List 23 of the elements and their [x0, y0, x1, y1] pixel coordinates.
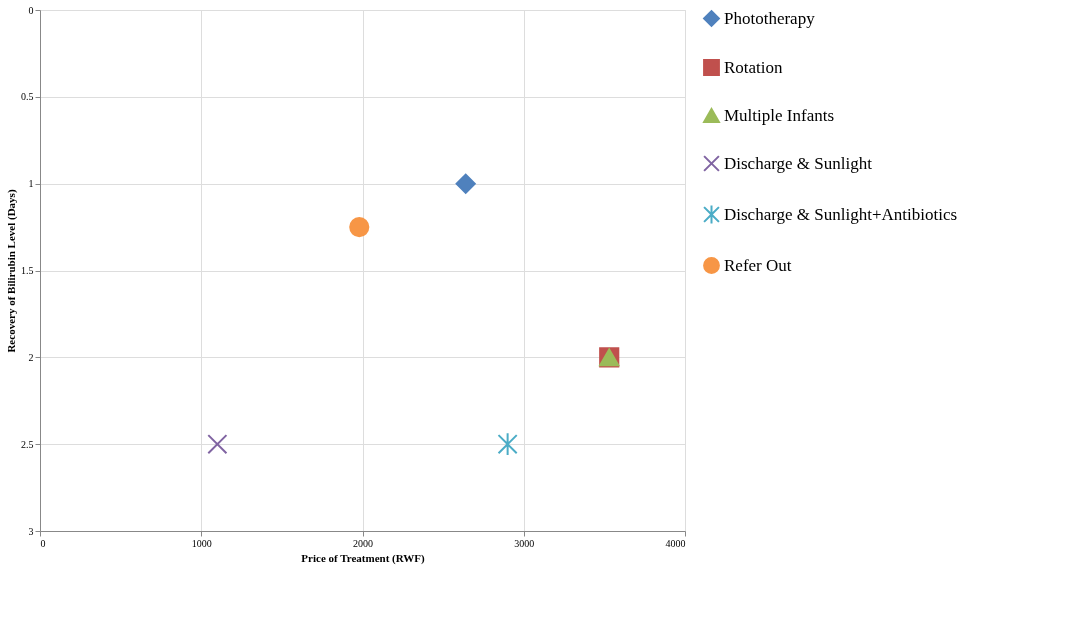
point [207, 434, 228, 455]
legend-label: Multiple Infants [724, 105, 835, 125]
legend-label: Refer Out [724, 255, 792, 275]
legend-label: Discharge & Sunlight [724, 153, 873, 173]
x-tick-label: 4000 [665, 537, 686, 549]
x-tick-label: 0 [40, 537, 46, 549]
y-tick-label: 3 [28, 525, 34, 537]
point [349, 217, 370, 238]
y-tick-label: 1 [28, 178, 34, 190]
y-tick-label: 0.5 [21, 91, 34, 103]
point [455, 173, 476, 194]
legend-label: Phototherapy [724, 8, 816, 28]
x-tick-label: 3000 [514, 537, 535, 549]
y-tick-label: 1.5 [21, 265, 34, 276]
y-tick-label: 2.5 [21, 438, 34, 450]
legend-label: Rotation [724, 57, 784, 77]
x-tick-label: 1000 [191, 537, 212, 549]
legend-label: Discharge & Sunlight+Antibiotics [724, 204, 958, 224]
y-tick-label: 2 [28, 351, 34, 363]
y-tick-label: 0 [28, 4, 34, 16]
x-tick-label: 2000 [353, 537, 373, 549]
y-axis-title: Recovery of Bilirubin Level (Days) [5, 189, 18, 353]
x-axis-title: Price of Treatment (RWF) [301, 551, 425, 565]
